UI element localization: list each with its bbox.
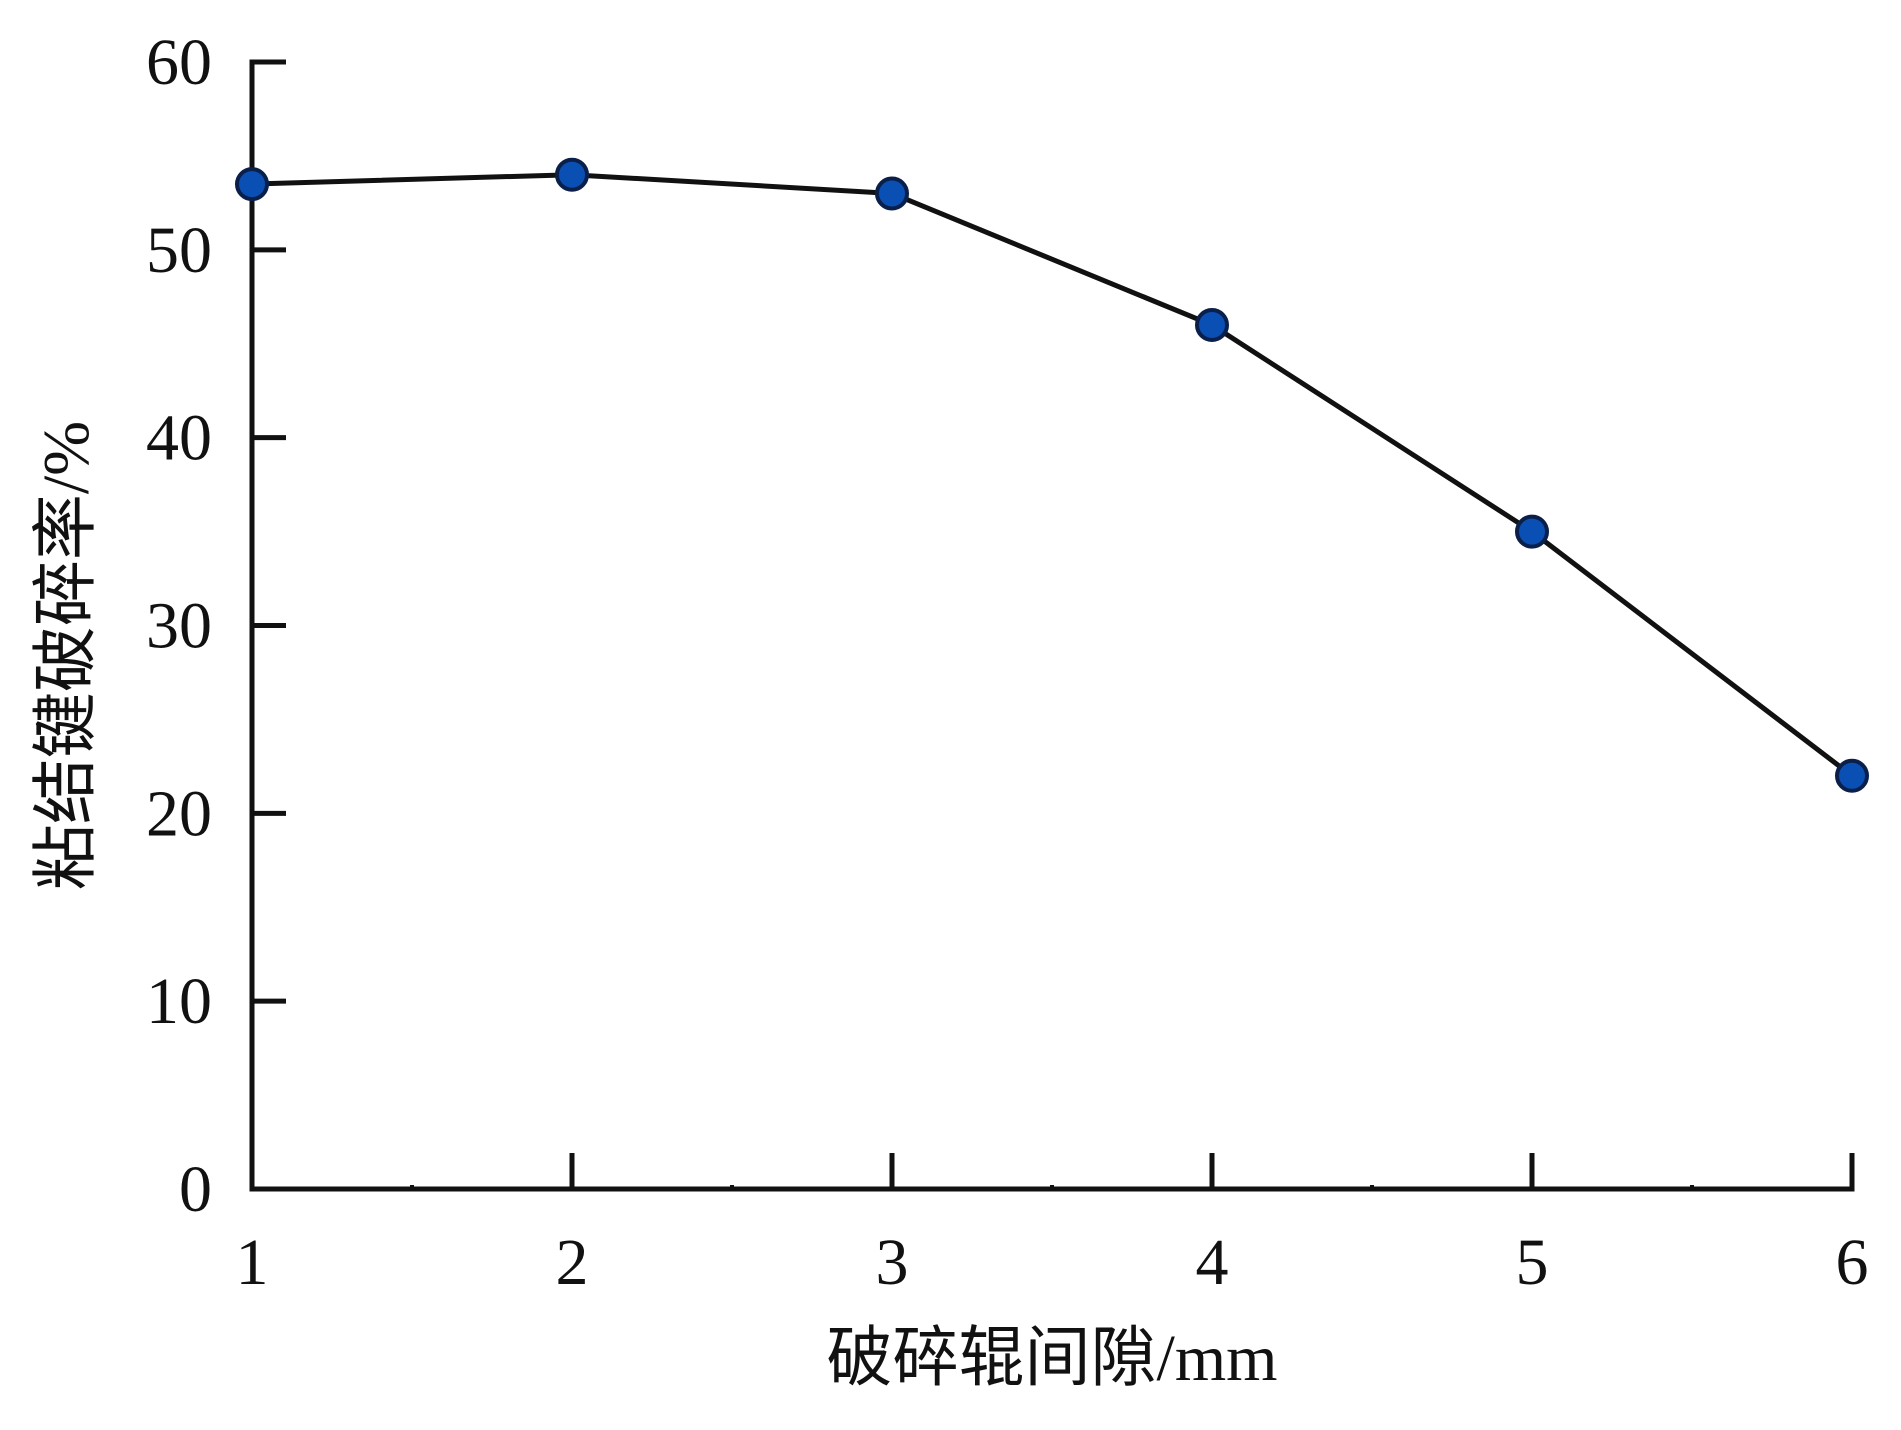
y-tick-label: 60 [146, 26, 212, 99]
x-tick-label: 6 [1836, 1226, 1869, 1299]
data-point [1835, 758, 1869, 793]
y-tick-label: 20 [146, 777, 212, 850]
y-tick-label: 10 [146, 965, 212, 1038]
y-tick-label: 0 [179, 1153, 212, 1226]
y-axis-title: 粘结键破碎率/% [30, 421, 103, 890]
x-axis-title: 破碎辊间隙/mm [826, 1322, 1277, 1395]
y-tick-label: 40 [146, 402, 212, 475]
data-point [235, 167, 269, 202]
data-point [875, 176, 909, 211]
series [235, 157, 1869, 793]
data-point [1195, 307, 1229, 342]
y-tick-label: 50 [146, 214, 212, 287]
x-tick-label: 5 [1516, 1226, 1549, 1299]
x-tick-label: 4 [1196, 1226, 1229, 1299]
ticks: 0 10 20 30 40 50 60 1 2 3 4 5 6 [146, 26, 1869, 1299]
axes [249, 59, 1855, 1192]
data-point [1515, 514, 1549, 549]
labels: 破碎辊间隙/mm 粘结键破碎率/% [30, 421, 1278, 1395]
x-tick-label: 3 [876, 1226, 909, 1299]
y-tick-label: 30 [146, 590, 212, 663]
series-line [251, 172, 1854, 778]
data-point [555, 157, 589, 192]
x-tick-label: 1 [236, 1226, 269, 1299]
x-tick-label: 2 [556, 1226, 589, 1299]
